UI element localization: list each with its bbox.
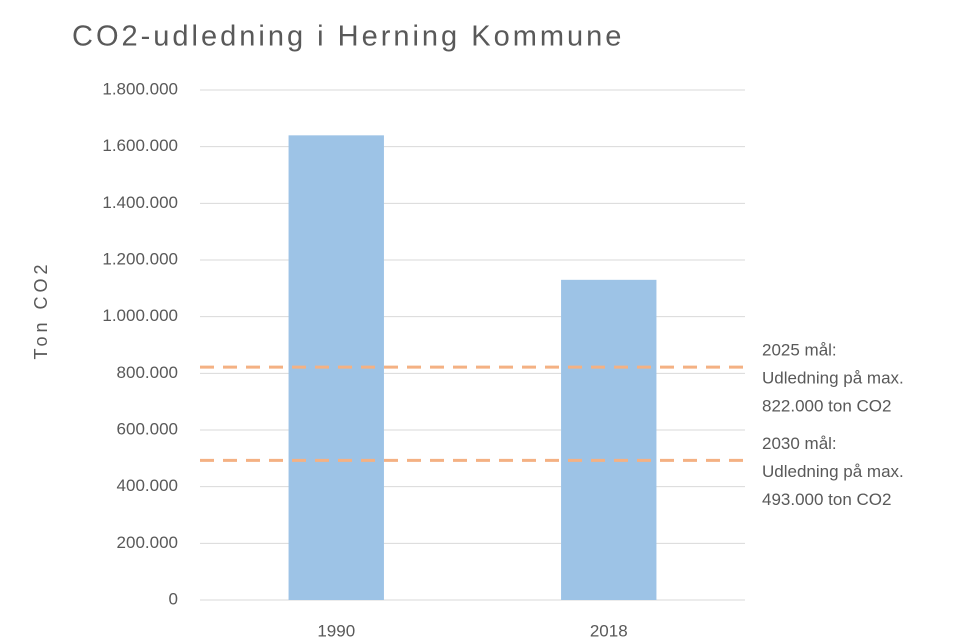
reference-label: Udledning på max. <box>762 462 904 481</box>
reference-label: 493.000 ton CO2 <box>762 490 891 509</box>
y-tick-label: 600.000 <box>117 419 178 438</box>
x-tick-label: 1990 <box>317 621 355 640</box>
y-tick-label: 1.000.000 <box>102 306 178 325</box>
y-axis-label: Ton CO2 <box>31 260 51 359</box>
y-tick-label: 200.000 <box>117 533 178 552</box>
reference-label: 822.000 ton CO2 <box>762 397 891 416</box>
reference-label: 2025 mål: <box>762 341 837 360</box>
y-tick-label: 1.600.000 <box>102 136 178 155</box>
y-tick-label: 1.200.000 <box>102 249 178 268</box>
y-tick-label: 800.000 <box>117 363 178 382</box>
y-tick-label: 1.400.000 <box>102 193 178 212</box>
y-tick-label: 400.000 <box>117 476 178 495</box>
x-tick-label: 2018 <box>590 621 628 640</box>
reference-label: Udledning på max. <box>762 369 904 388</box>
reference-label: 2030 mål: <box>762 434 837 453</box>
bar <box>561 279 657 600</box>
chart-title: CO2-udledning i Herning Kommune <box>72 21 624 53</box>
y-tick-label: 0 <box>169 589 178 608</box>
y-tick-label: 1.800.000 <box>102 79 178 98</box>
